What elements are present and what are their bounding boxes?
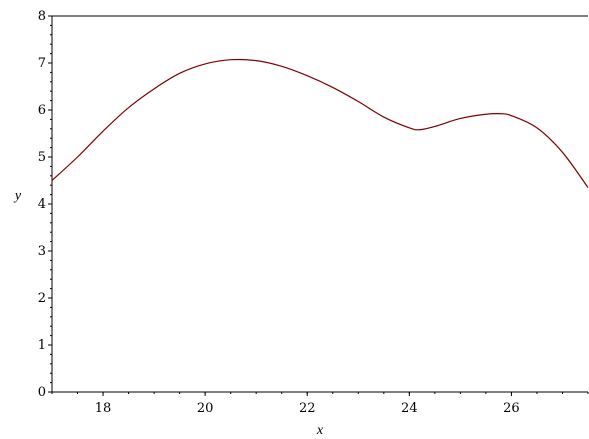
y-tick-label: 3 (38, 244, 46, 259)
x-axis-label: x (316, 423, 324, 438)
y-tick-label: 8 (38, 9, 46, 24)
x-tick-label: 24 (401, 401, 418, 416)
y-tick-label: 6 (38, 103, 46, 118)
y-tick-label: 0 (38, 385, 46, 400)
y-tick-label: 5 (38, 150, 46, 165)
x-tick-label: 22 (299, 401, 316, 416)
x-tick-label: 18 (95, 401, 112, 416)
y-tick-label: 7 (38, 56, 46, 71)
y-axis-label: y (13, 188, 22, 203)
x-tick-label: 20 (197, 401, 214, 416)
y-axis-ticks: 0 1 2 3 4 5 6 7 8 (38, 9, 52, 400)
y-tick-label: 2 (38, 291, 46, 306)
x-tick-label: 26 (503, 401, 520, 416)
x-axis-ticks: 18 20 22 24 26 (95, 392, 520, 416)
y-tick-label: 4 (38, 197, 46, 212)
y-tick-label: 1 (38, 338, 46, 353)
series-line (51, 58, 589, 188)
